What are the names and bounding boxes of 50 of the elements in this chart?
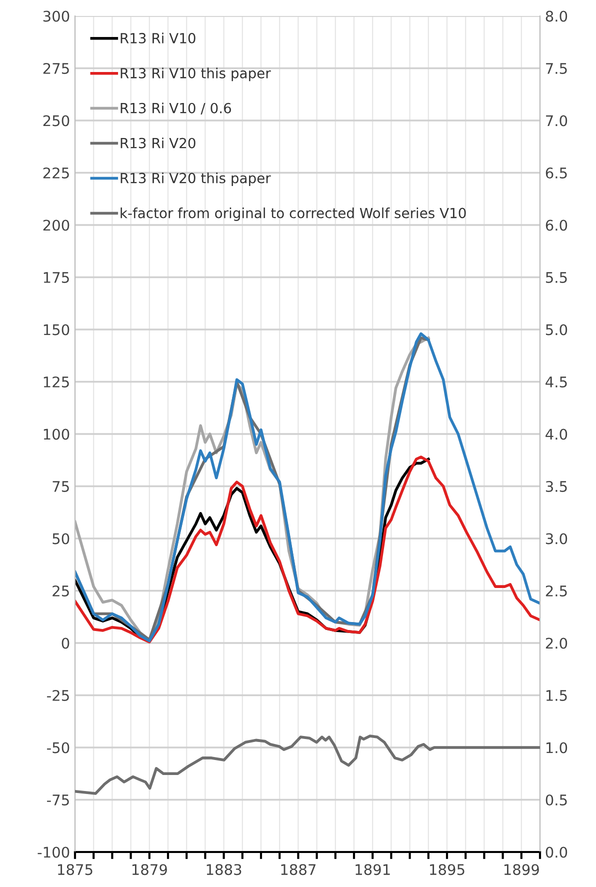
x-tick-label: 1895: [430, 864, 464, 876]
x-tick-label: 1887: [281, 864, 316, 876]
x-tick-label: 1891: [356, 864, 390, 876]
y-tick-label: 175: [44, 272, 69, 283]
x-tick-label: 1875: [58, 864, 92, 876]
y-tick-label: 25: [52, 585, 69, 596]
y-tick-label: 200: [43, 220, 70, 231]
line-series: [75, 332, 540, 642]
y-tick-label: 0: [62, 638, 70, 649]
legend-label: R13 Ri V10 / 0.6: [120, 102, 232, 114]
x-tick-label: 1883: [206, 864, 242, 876]
y-tick-label: 125: [44, 376, 69, 388]
y2-tick-label: 1.5: [546, 690, 567, 701]
y2-tick-label: 0.0: [546, 846, 568, 858]
legend-label: R13 Ri V20 this paper: [120, 172, 271, 186]
y2-tick-label: 6.0: [546, 220, 568, 231]
y2-tick-label: 4.0: [546, 428, 568, 440]
y-tick-label: 50: [52, 533, 70, 544]
y-tick-label: 75: [52, 481, 69, 492]
y-tick-label: -75: [47, 794, 69, 806]
y-tick-label: 150: [44, 324, 70, 336]
x-tick-label: 1899: [504, 864, 539, 876]
y2-tick-label: 4.5: [546, 376, 567, 388]
y-tick-label: 100: [44, 428, 70, 440]
x-tick-label: 1879: [132, 864, 167, 876]
y-tick-label: 275: [43, 62, 69, 74]
y-tick-label: -50: [47, 742, 70, 754]
y2-tick-label: 5.0: [546, 324, 568, 336]
y-tick-label: 300: [43, 10, 70, 22]
y2-tick-label: 7.5: [546, 63, 567, 74]
y2-tick-label: 2.5: [546, 585, 567, 596]
y2-tick-label: 1.0: [546, 742, 568, 754]
y-tick-label: -25: [47, 690, 69, 701]
line-series: [75, 734, 540, 795]
y2-tick-label: 0.5: [546, 794, 567, 806]
y2-tick-label: 5.5: [546, 272, 567, 283]
legend-label: R13 Ri V10 this paper: [120, 68, 271, 82]
y2-tick-label: 6.5: [546, 167, 567, 178]
y2-tick-label: 8.0: [546, 10, 568, 22]
line-series: [75, 456, 540, 644]
y2-tick-label: 7.0: [546, 115, 568, 126]
y2-tick-label: 3.5: [546, 480, 567, 492]
legend-label: R13 Ri V10: [120, 32, 196, 44]
y-tick-label: 250: [43, 115, 70, 126]
y-tick-label: 225: [43, 167, 69, 178]
legend-label: R13 Ri V20: [120, 138, 196, 148]
legend-label: k-factor from original to corrected Wolf series V10: [120, 208, 466, 221]
y-tick-label: -100: [38, 846, 70, 858]
y2-tick-label: 3.0: [546, 533, 568, 544]
y2-tick-label: 2.0: [546, 638, 568, 649]
